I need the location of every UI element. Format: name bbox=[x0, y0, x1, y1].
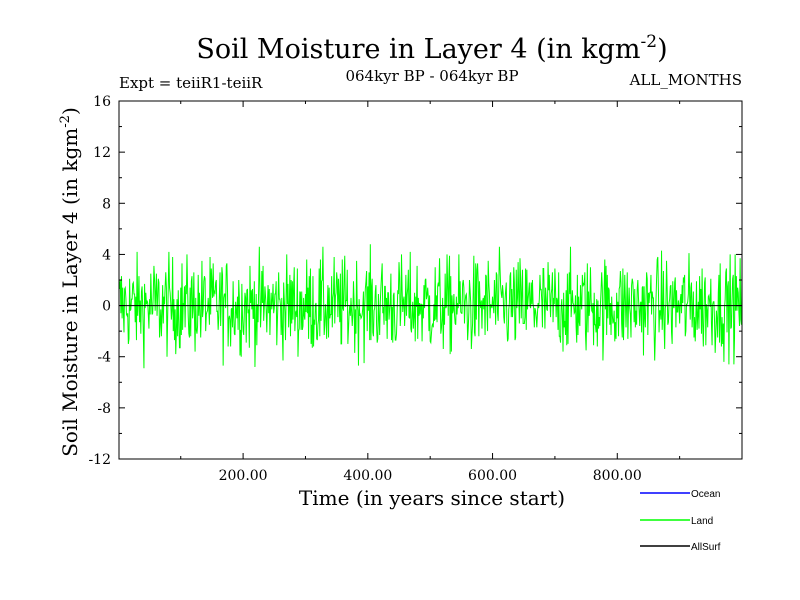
data-layer bbox=[118, 244, 743, 369]
expt-label: Expt = teiiR1-teiiR bbox=[119, 74, 263, 92]
x-tick-label: 400.00 bbox=[343, 468, 392, 484]
y-tick-label: -4 bbox=[97, 350, 111, 366]
x-tick-label: 200.00 bbox=[219, 468, 268, 484]
x-tick-label: 800.00 bbox=[593, 468, 642, 484]
period-label: 064kyr BP - 064kyr BP bbox=[345, 67, 518, 85]
y-tick-label: 12 bbox=[93, 145, 111, 161]
legend-label-ocean: Ocean bbox=[691, 489, 720, 500]
y-tick-label: 16 bbox=[93, 94, 111, 110]
y-tick-label: 0 bbox=[102, 299, 111, 315]
y-tick-label: 4 bbox=[102, 247, 111, 263]
series-line-land bbox=[118, 244, 743, 369]
axes-layer: -12 -8 -4 0 4 8 12 16 200.00 400.00 600.00 800.00 bbox=[88, 94, 743, 484]
y-axis-label: Soil Moisture in Layer 4 (in kgm-2) bbox=[58, 107, 82, 457]
y-tick-label: -8 bbox=[97, 401, 111, 417]
y-tick-label: -12 bbox=[88, 452, 111, 468]
months-label: ALL_MONTHS bbox=[629, 71, 742, 89]
x-axis-label: Time (in years since start) bbox=[299, 486, 565, 510]
y-tick-label: 8 bbox=[102, 196, 111, 212]
legend-label-allsurf: AllSurf bbox=[691, 542, 721, 553]
x-tick-label: 600.00 bbox=[468, 468, 517, 484]
legend: Ocean Land AllSurf bbox=[640, 489, 721, 553]
chart-title: Soil Moisture in Layer 4 (in kgm-2) bbox=[196, 32, 667, 65]
legend-label-land: Land bbox=[691, 516, 713, 527]
